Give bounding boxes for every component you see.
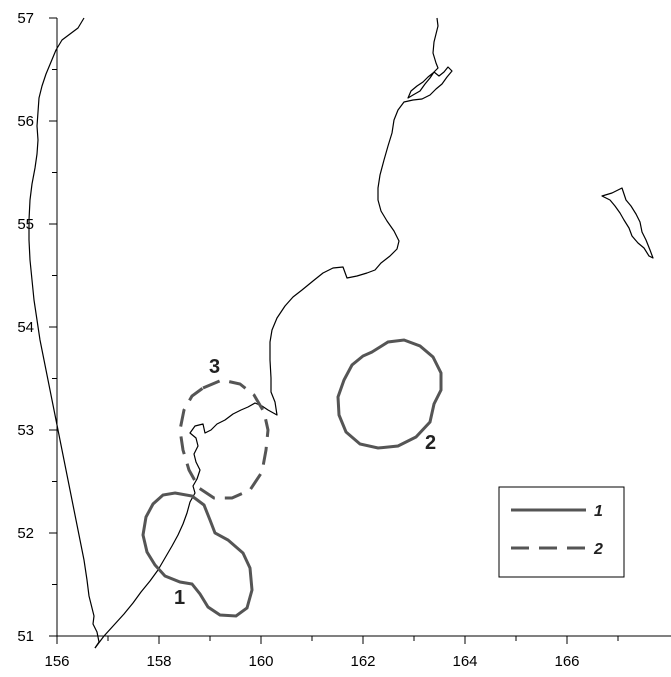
zone-3-contour [178, 378, 270, 500]
zone-3-label: 3 [209, 356, 220, 378]
y-tick-label: 52 [17, 525, 34, 542]
commander-islands [601, 187, 654, 259]
x-tick-label: 164 [452, 653, 477, 670]
x-tick-label: 160 [248, 653, 273, 670]
x-tick-label: 162 [350, 653, 375, 670]
west-kamchatka-coastline [28, 17, 100, 649]
x-tick-label: 158 [146, 653, 171, 670]
tick-marks [49, 17, 619, 644]
legend-label-2: 2 [593, 541, 603, 558]
legend-box [498, 486, 625, 578]
zone-1-label: 1 [174, 587, 185, 609]
zone-2-label: 2 [425, 432, 436, 454]
x-tick-label: 156 [44, 653, 69, 670]
y-tick-label: 57 [17, 10, 34, 27]
zone-1-contour [141, 491, 254, 618]
zone-2-contour [336, 338, 443, 450]
y-tick-label: 56 [17, 113, 34, 130]
east-kamchatka-coastline [94, 17, 453, 649]
x-tick-label: 166 [554, 653, 579, 670]
y-tick-label: 55 [17, 216, 34, 233]
y-tick-label: 53 [17, 422, 34, 439]
y-tick-label: 51 [17, 628, 34, 645]
y-tick-label: 54 [17, 319, 34, 336]
legend-label-1: 1 [594, 503, 603, 520]
